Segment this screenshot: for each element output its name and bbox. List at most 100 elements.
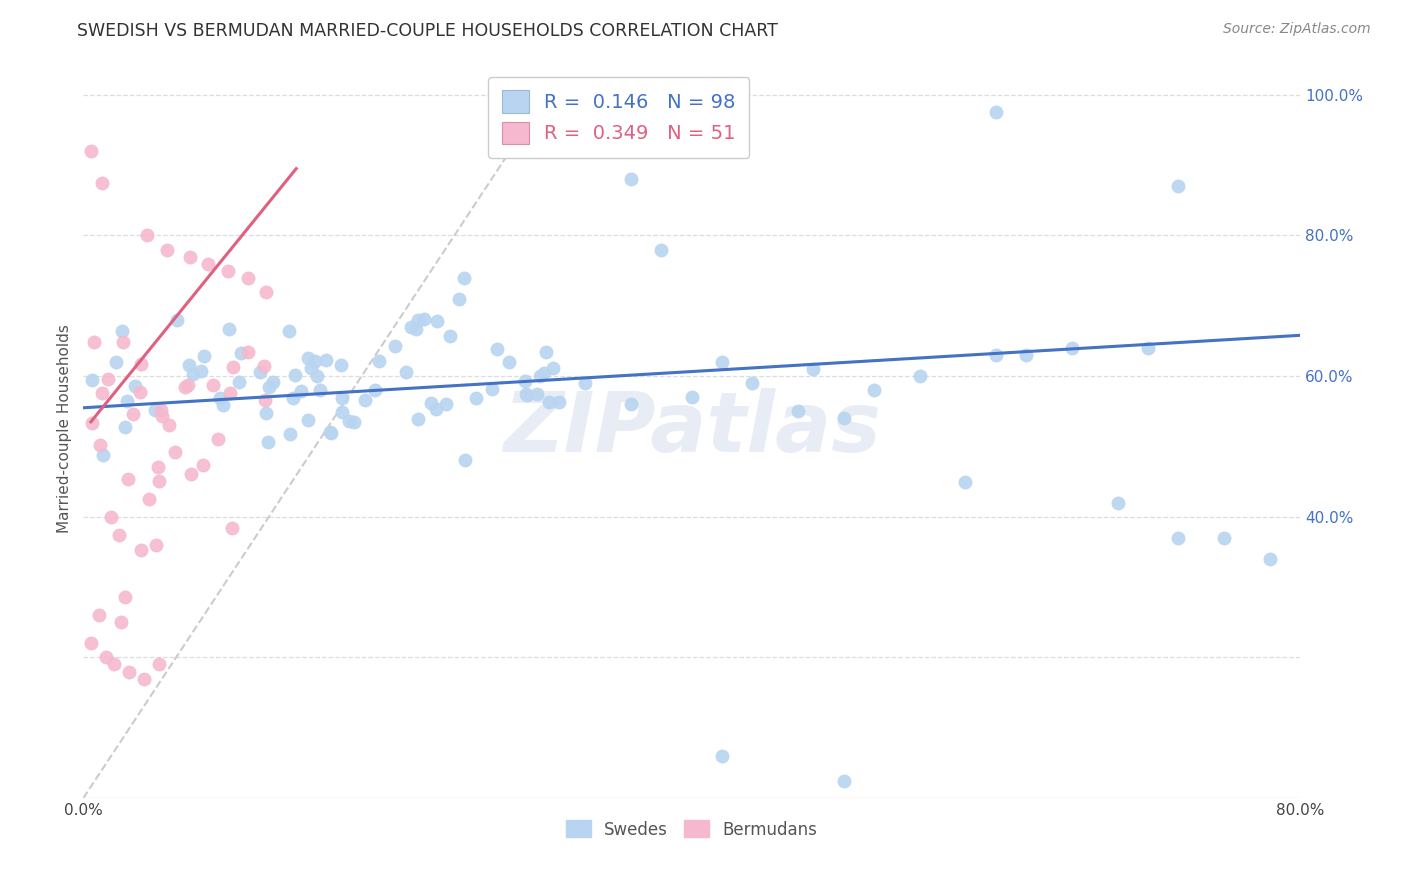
Point (515, 387, 537, 401)
Point (419, 396, 441, 410)
Point (425, 401, 447, 416)
Point (180, 467, 202, 481)
Point (1107, 496, 1129, 510)
Point (541, 360, 564, 375)
Point (208, 392, 231, 406)
Point (219, 386, 242, 401)
Point (337, 414, 360, 428)
Point (129, 542, 152, 557)
Point (80, 144, 103, 158)
Point (299, 360, 322, 375)
Point (304, 353, 326, 368)
Point (741, 376, 763, 391)
Point (117, 393, 139, 408)
Point (124, 379, 146, 393)
Point (908, 369, 931, 384)
Point (711, 748, 734, 763)
Point (181, 367, 204, 381)
Point (177, 378, 200, 392)
Point (516, 388, 538, 402)
Point (290, 384, 312, 398)
Point (439, 329, 461, 343)
Point (253, 359, 276, 373)
Point (114, 420, 136, 434)
Point (277, 325, 299, 339)
Point (191, 458, 214, 473)
Point (283, 391, 305, 405)
Point (80, 373, 103, 387)
Point (620, 172, 643, 186)
Point (94, 650, 117, 665)
Point (1258, 552, 1281, 566)
Point (406, 412, 429, 426)
Point (534, 345, 557, 359)
Point (533, 366, 555, 380)
Point (218, 321, 240, 335)
Point (319, 425, 342, 440)
Point (343, 416, 366, 430)
Point (222, 360, 245, 375)
Point (177, 359, 200, 373)
Point (395, 365, 418, 379)
Point (80, 636, 103, 650)
Point (156, 243, 179, 257)
Point (787, 404, 810, 418)
Point (330, 405, 353, 419)
Legend: Swedes, Bermudans: Swedes, Bermudans (560, 814, 824, 846)
Point (157, 418, 180, 433)
Point (131, 357, 153, 371)
Point (1015, 348, 1038, 362)
Point (207, 432, 229, 446)
Point (90, 176, 112, 190)
Point (143, 402, 166, 417)
Point (148, 657, 170, 672)
Point (150, 409, 173, 423)
Point (297, 351, 319, 366)
Point (498, 355, 520, 369)
Point (138, 492, 160, 507)
Point (330, 391, 353, 405)
Point (481, 382, 503, 396)
Point (97, 372, 120, 386)
Point (1167, 531, 1189, 545)
Point (117, 472, 139, 486)
Point (236, 270, 259, 285)
Point (863, 383, 886, 397)
Point (236, 345, 259, 359)
Point (231, 346, 253, 360)
Point (354, 392, 377, 407)
Text: Source: ZipAtlas.com: Source: ZipAtlas.com (1223, 22, 1371, 37)
Point (166, 313, 188, 327)
Point (330, 358, 353, 372)
Point (955, 475, 977, 489)
Point (136, 228, 159, 243)
Point (100, 510, 122, 524)
Point (145, 538, 167, 552)
Point (83, 334, 105, 349)
Point (278, 427, 301, 442)
Point (711, 355, 734, 369)
Point (526, 387, 548, 401)
Point (254, 392, 277, 407)
Point (832, 411, 855, 425)
Y-axis label: Married-couple Households: Married-couple Households (58, 325, 72, 533)
Point (529, 369, 551, 384)
Point (249, 365, 271, 379)
Point (307, 368, 329, 383)
Point (453, 270, 475, 285)
Point (105, 355, 128, 369)
Point (118, 665, 141, 679)
Point (832, 773, 855, 788)
Point (284, 368, 307, 382)
Point (984, 348, 1007, 362)
Point (202, 378, 225, 392)
Point (134, 672, 156, 686)
Point (984, 105, 1007, 120)
Point (259, 380, 281, 394)
Point (212, 398, 235, 412)
Point (228, 375, 250, 389)
Point (90, 386, 112, 401)
Point (401, 320, 423, 334)
Point (486, 343, 509, 357)
Point (1060, 341, 1083, 355)
